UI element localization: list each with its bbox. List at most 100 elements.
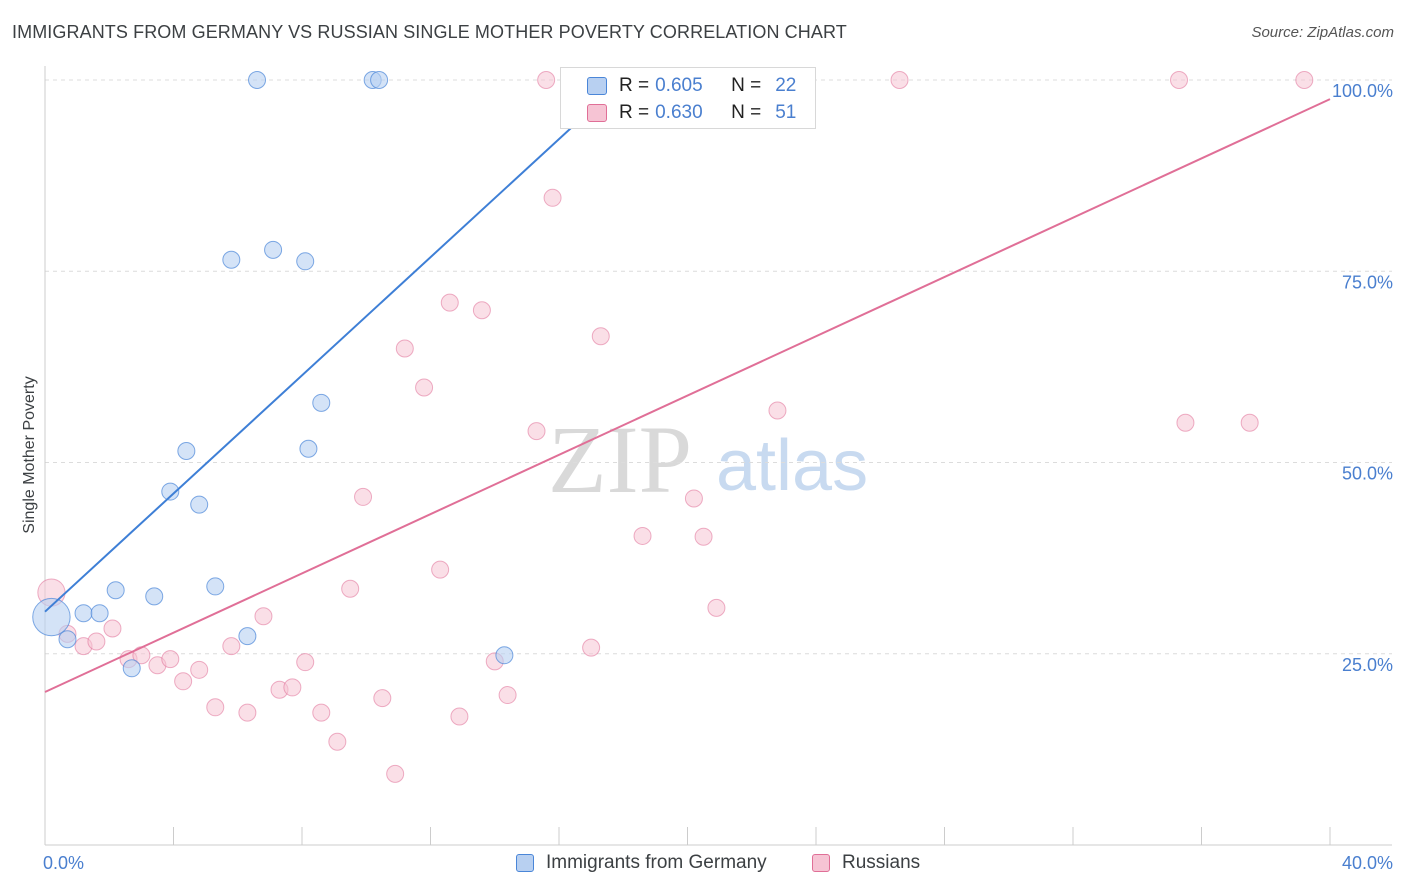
germany-point [495,646,514,665]
germany-point [370,71,389,89]
russians-points [37,71,1314,783]
russians-point [87,632,106,651]
trend-lines [44,79,1331,693]
russians-point [890,71,909,89]
germany-point [299,439,318,458]
russians-point [222,637,241,656]
axes [44,66,1392,846]
germany-point [248,71,267,89]
germany-legend-swatch [516,854,534,872]
russians-point [386,764,405,783]
russians-point [395,339,414,358]
chart-title: IMMIGRANTS FROM GERMANY VS RUSSIAN SINGL… [12,22,847,42]
russians-point [373,689,392,708]
russians-point [543,188,562,207]
russians-point [328,732,347,751]
russians-point [1295,71,1314,89]
russians-point [498,686,517,705]
russians-stats-swatch [587,104,607,122]
legend-item-russians[interactable]: Russians [812,852,920,874]
russians-point [354,487,373,506]
russians-point [296,653,315,672]
germany-point [238,627,257,646]
germany-point [222,250,241,269]
russians-point [1176,413,1195,432]
russians-point [283,678,302,697]
russians-n-value: 51 [775,102,797,123]
y-tick-label: 50.0% [1342,464,1393,484]
russians-point [341,579,360,598]
germany-stats-swatch [587,77,607,95]
y-tick-label: 25.0% [1342,655,1393,675]
russians-point [1240,413,1259,432]
bottom-legend: Immigrants from Germany Russians [0,852,1406,878]
germany-point [90,604,109,623]
russians-point [768,401,787,420]
x-tick-label: 40.0% [1342,853,1393,873]
germany-n-value: 22 [775,75,797,96]
germany-point [58,630,77,649]
source-label: Source: ZipAtlas.com [1251,24,1394,41]
germany-point [122,659,141,678]
germany-points [32,71,633,678]
germany-r-value: 0.605 [655,75,703,96]
russians-point [312,703,331,722]
germany-point [177,442,196,461]
germany-point [296,252,315,271]
germany-trend-line [44,79,624,613]
russians-point [174,672,193,691]
germany-point [206,577,225,596]
legend-label-russians: Russians [842,852,921,873]
russians-point [450,707,469,726]
germany-n-label: N = [731,75,762,96]
russians-point [684,489,703,508]
legend-label-germany: Immigrants from Germany [546,852,767,873]
stats-legend: R = 0.605 N = 22 R = 0.630 N = 51 [560,67,816,129]
russians-point [537,71,556,89]
germany-point [32,597,71,637]
russians-point [694,527,713,546]
russians-stats-row: R = 0.630 N = 51 [619,101,796,125]
y-tick-label: 100.0% [1332,81,1393,101]
russians-point [440,293,459,312]
germany-point [312,393,331,412]
russians-r-label: R = [619,102,650,123]
russians-point [472,301,491,320]
russians-point [591,327,610,346]
germany-point [74,604,93,623]
watermark: ZIP atlas [548,406,868,513]
russians-point [1170,71,1189,89]
germany-point [161,482,180,501]
russians-point [161,650,180,669]
germany-r-label: R = [619,75,650,96]
russians-point [254,607,273,626]
y-tick-label: 75.0% [1342,272,1393,292]
russians-trend-line [44,98,1331,693]
x-tick-label: 0.0% [43,853,84,873]
watermark-atlas: atlas [716,426,868,506]
russians-legend-swatch [812,854,830,872]
russians-n-label: N = [731,102,762,123]
germany-point [106,581,125,600]
russians-point [633,526,652,545]
y-axis-label: Single Mother Poverty [21,376,38,533]
russians-point [527,422,546,441]
russians-point [238,703,257,722]
russians-point [103,619,122,638]
gridlines [45,79,1392,655]
watermark-zip: ZIP [548,406,692,513]
russians-point [190,660,209,679]
russians-point [707,598,726,617]
russians-point [206,698,225,717]
russians-point [415,378,434,397]
germany-point [190,495,209,514]
russians-r-value: 0.630 [655,102,703,123]
germany-stats-row: R = 0.605 N = 22 [619,74,796,98]
germany-point [264,240,283,259]
tick-labels: 25.0% 50.0% 75.0% 100.0% 0.0% 40.0% [43,81,1393,873]
legend-item-germany[interactable]: Immigrants from Germany [516,852,767,874]
germany-point [145,587,164,606]
russians-point [582,638,601,657]
russians-point [431,560,450,579]
